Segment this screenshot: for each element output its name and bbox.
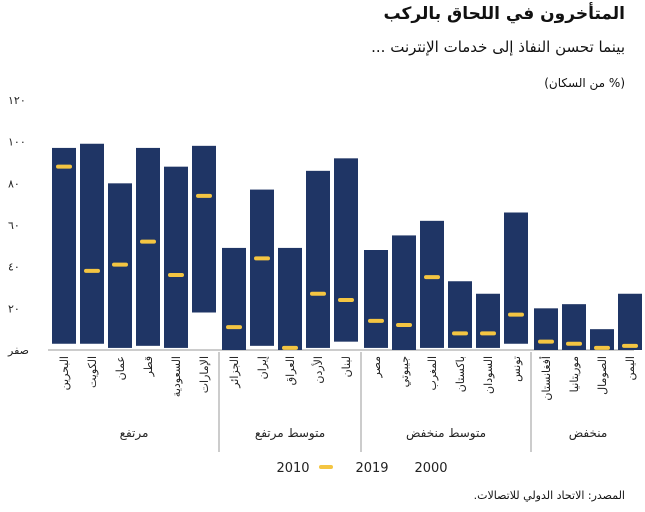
- marker-2010-قطر: [140, 239, 156, 244]
- x-tick-label: السعودية: [170, 356, 183, 397]
- marker-2010-مصر: [368, 318, 384, 323]
- x-tick-label: العراق: [284, 356, 297, 385]
- bar-إيران: [250, 189, 274, 346]
- marker-2010-الصومال: [594, 345, 610, 350]
- bar-قطر: [136, 147, 160, 346]
- bar-الصومال: [590, 329, 614, 350]
- legend-label-2000: 2000: [414, 461, 447, 476]
- bar-لبنان: [334, 158, 358, 342]
- marker-2010-السودان: [480, 331, 496, 336]
- chart-subtitle: بينما تحسن النفاذ إلى خدمات الإنترنت ...: [371, 38, 625, 56]
- x-tick-label: المغرب: [426, 356, 439, 391]
- x-tick-label: عمان: [114, 356, 127, 380]
- legend-marker-2010: [319, 465, 333, 469]
- source-note: المصدر: الاتحاد الدولي للاتصالات.: [473, 489, 625, 502]
- x-tick-label: البحرين: [58, 356, 71, 390]
- bar-اليمن: [618, 293, 642, 350]
- marker-2010-عمان: [112, 262, 128, 267]
- bar-باكستان: [448, 281, 472, 348]
- marker-2010-اليمن: [622, 343, 638, 348]
- bar-السعودية: [164, 166, 188, 348]
- y-tick-label: ٢٠: [8, 302, 20, 315]
- bar-مصر: [364, 250, 388, 348]
- bar-تونس: [504, 212, 528, 344]
- marker-2010-تونس: [508, 312, 524, 317]
- x-tick-label: باكستان: [454, 356, 467, 392]
- x-tick-label: مصر: [370, 356, 383, 379]
- x-tick-label: الجزائر: [228, 356, 241, 389]
- unit-label: (% من السكان): [544, 76, 625, 90]
- x-tick-label: تونس: [510, 356, 523, 382]
- chart-title: المتأخرون في اللحاق بالركب: [383, 4, 625, 24]
- group-label: منخفض: [569, 426, 608, 441]
- x-tick-label: الكويت: [86, 356, 99, 388]
- marker-2010-إيران: [254, 256, 270, 261]
- marker-2010-جيبوتي: [396, 323, 412, 327]
- marker-2010-الإمارات: [196, 193, 212, 198]
- bar-جيبوتي: [392, 235, 416, 350]
- marker-2010-موريتانيا: [566, 341, 582, 346]
- bar-السودان: [476, 293, 500, 348]
- group-label: مرتفع: [120, 426, 149, 441]
- marker-2010-المغرب: [424, 275, 440, 280]
- y-tick-label: ٤٠: [8, 261, 20, 274]
- x-tick-label: موريتانيا: [568, 356, 581, 392]
- y-tick-label: ١٠٠: [8, 136, 26, 149]
- marker-2010-أفغانستان: [538, 339, 554, 344]
- x-tick-label: قطر: [142, 356, 155, 377]
- bar-المغرب: [420, 220, 444, 348]
- marker-2010-العراق: [282, 345, 298, 350]
- marker-2010-الأردن: [310, 291, 326, 296]
- marker-2010-البحرين: [56, 164, 72, 169]
- x-tick-label: أفغانستان: [539, 356, 553, 401]
- bar-الجزائر: [222, 247, 246, 350]
- bar-البحرين: [52, 147, 76, 344]
- x-tick-label: لبنان: [340, 356, 353, 377]
- y-tick-label: ٦٠: [8, 219, 20, 232]
- y-tick-label: ١٢٠: [8, 94, 26, 107]
- group-label: متوسط منخفض: [406, 426, 486, 441]
- marker-2010-الجزائر: [226, 325, 242, 330]
- marker-2010-السعودية: [168, 273, 184, 277]
- marker-2010-لبنان: [338, 298, 354, 302]
- x-tick-label: الصومال: [596, 356, 609, 395]
- bar-الإمارات: [192, 145, 216, 313]
- x-tick-label: الأردن: [311, 356, 325, 384]
- bar-الأردن: [306, 170, 330, 348]
- x-tick-label: اليمن: [624, 356, 637, 380]
- group-label: متوسط مرتفع: [255, 426, 325, 441]
- y-tick-label: صفر: [7, 344, 29, 357]
- bar-أفغانستان: [534, 308, 558, 350]
- x-tick-label: جيبوتي: [398, 356, 411, 387]
- marker-2010-باكستان: [452, 331, 468, 336]
- legend-label-2019: 2019: [355, 461, 388, 476]
- marker-2010-الكويت: [84, 268, 100, 273]
- bar-الكويت: [80, 143, 104, 344]
- y-tick-label: ٨٠: [8, 177, 20, 190]
- x-tick-label: إيران: [256, 356, 269, 379]
- bar-العراق: [278, 247, 302, 350]
- x-tick-label: الإمارات: [198, 356, 211, 393]
- x-tick-label: السودان: [482, 356, 495, 394]
- legend-label-2010: 2010: [276, 461, 309, 476]
